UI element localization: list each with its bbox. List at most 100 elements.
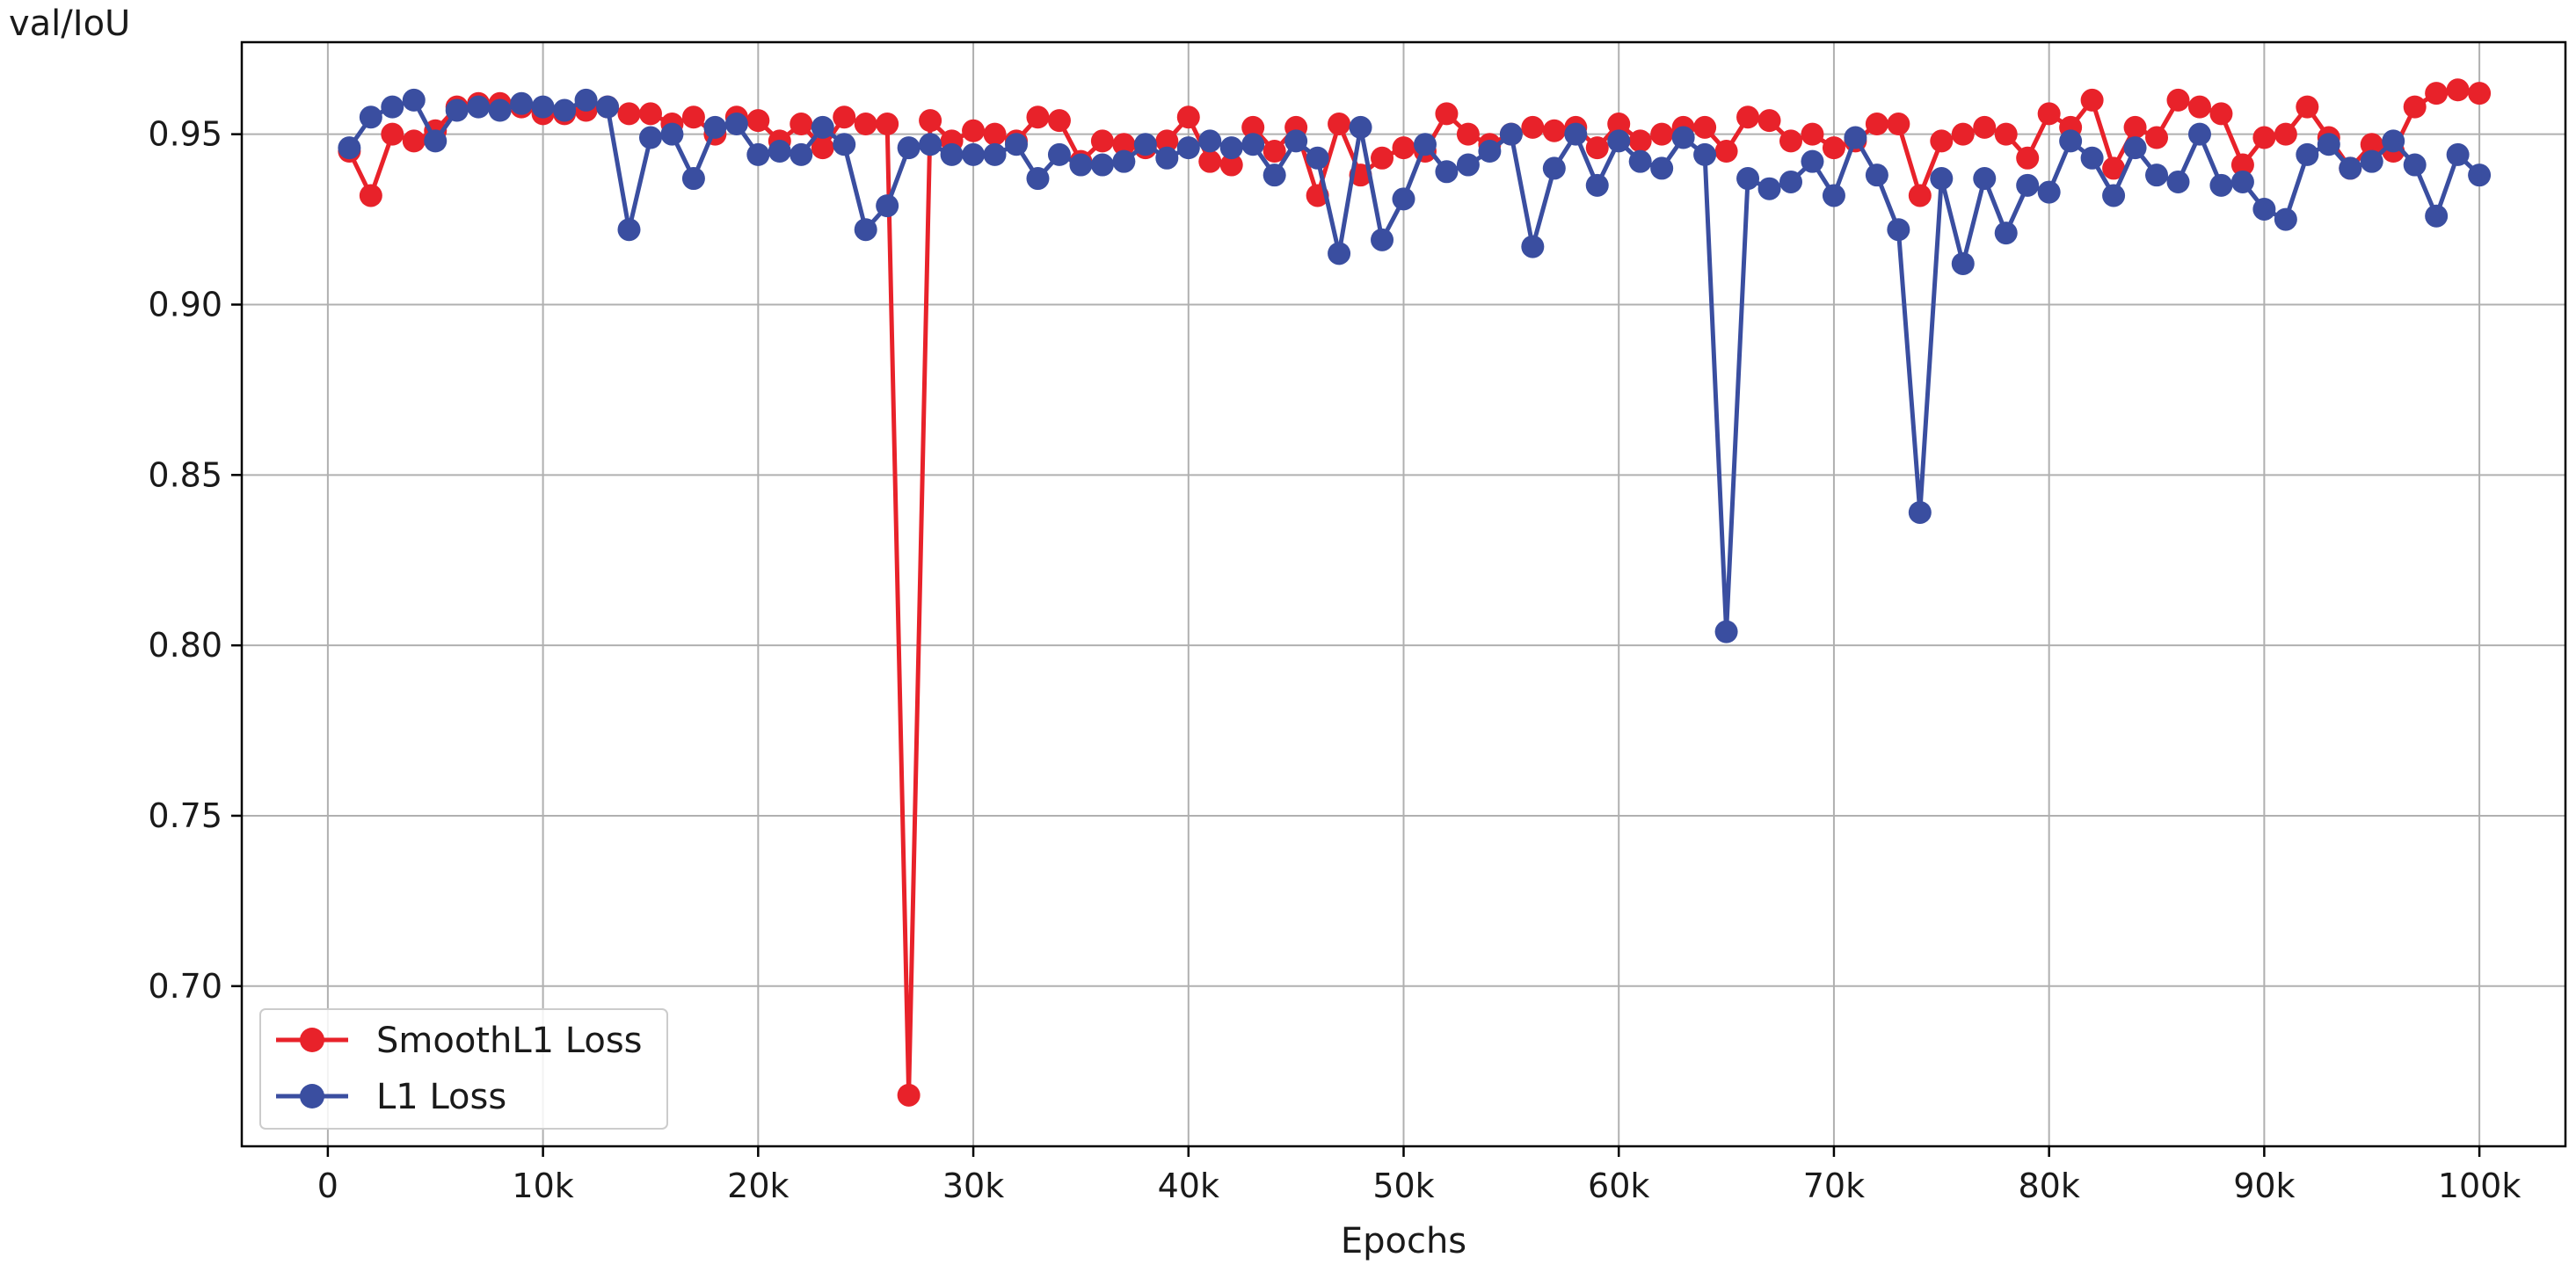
- data-point-l1: [2187, 122, 2211, 146]
- data-point-l1: [2016, 173, 2040, 197]
- data-point-smoothl1: [2145, 126, 2169, 149]
- x-tick-label: 50k: [1372, 1167, 1434, 1205]
- data-point-l1: [1133, 133, 1157, 156]
- data-point-l1: [1456, 153, 1480, 177]
- data-point-l1: [768, 140, 791, 164]
- data-point-l1: [574, 88, 598, 112]
- data-point-l1: [1413, 133, 1437, 156]
- data-point-l1: [2209, 173, 2233, 197]
- x-axis-label: Epochs: [1341, 1221, 1466, 1261]
- data-point-smoothl1: [2123, 115, 2147, 139]
- data-point-l1: [1155, 146, 1179, 170]
- data-point-l1: [1198, 129, 1222, 153]
- data-point-l1: [660, 122, 684, 146]
- data-point-smoothl1: [1219, 153, 1243, 177]
- data-point-smoothl1: [1930, 129, 1954, 153]
- series-l1: [338, 88, 2492, 643]
- data-point-smoothl1: [1392, 136, 1415, 160]
- data-point-l1: [1714, 620, 1738, 643]
- data-point-smoothl1: [2274, 122, 2297, 146]
- legend-entry-smoothl1: SmoothL1 Loss: [276, 1021, 643, 1061]
- y-tick-label: 0.90: [148, 285, 222, 323]
- data-point-l1: [2230, 170, 2254, 193]
- data-point-l1: [2360, 149, 2383, 173]
- data-point-l1: [2274, 207, 2297, 231]
- data-point-smoothl1: [1693, 115, 1717, 139]
- data-point-smoothl1: [1090, 129, 1114, 153]
- legend-marker-l1: [300, 1084, 324, 1108]
- x-tick-label: 80k: [2018, 1167, 2079, 1205]
- data-point-l1: [1263, 164, 1286, 187]
- data-point-l1: [1371, 228, 1394, 251]
- data-point-smoothl1: [1198, 149, 1222, 173]
- data-point-smoothl1: [1908, 184, 1932, 207]
- data-point-l1: [983, 142, 1007, 166]
- x-tick-label: 70k: [1803, 1167, 1865, 1205]
- data-point-smoothl1: [2468, 82, 2492, 105]
- data-point-smoothl1: [1176, 105, 1200, 129]
- data-point-l1: [2446, 142, 2470, 166]
- data-point-smoothl1: [1757, 109, 1781, 133]
- data-point-l1: [1328, 242, 1351, 265]
- data-point-smoothl1: [402, 129, 426, 153]
- data-point-l1: [488, 98, 512, 122]
- data-point-l1: [1628, 149, 1652, 173]
- data-point-smoothl1: [2252, 126, 2276, 149]
- data-point-smoothl1: [617, 102, 641, 126]
- data-point-l1: [1973, 167, 1997, 191]
- data-point-smoothl1: [1650, 122, 1674, 146]
- legend-label-smoothl1: SmoothL1 Loss: [376, 1021, 643, 1061]
- data-point-l1: [1478, 140, 1502, 164]
- data-point-smoothl1: [2166, 88, 2190, 112]
- data-point-l1: [1047, 142, 1071, 166]
- data-point-l1: [1757, 177, 1781, 200]
- data-point-l1: [1844, 126, 1867, 149]
- data-point-smoothl1: [1822, 136, 1845, 160]
- data-point-smoothl1: [1585, 136, 1609, 160]
- data-point-l1: [811, 115, 834, 139]
- data-point-l1: [962, 142, 986, 166]
- data-point-l1: [510, 91, 534, 115]
- data-point-smoothl1: [1456, 122, 1480, 146]
- data-point-l1: [338, 136, 361, 160]
- data-point-l1: [1908, 500, 1932, 524]
- data-point-l1: [2296, 142, 2319, 166]
- data-point-smoothl1: [2209, 102, 2233, 126]
- data-point-smoothl1: [2425, 82, 2449, 105]
- data-point-l1: [1801, 149, 1824, 173]
- data-point-smoothl1: [897, 1083, 921, 1107]
- data-point-l1: [1585, 173, 1609, 197]
- legend-marker-smoothl1: [300, 1028, 324, 1052]
- data-point-l1: [2102, 184, 2126, 207]
- axis-ticks: 0 10k 20k 30k 40k 50k 60k 70k 80k 90k 100k 0.70 0.75…: [148, 115, 2521, 1205]
- data-point-smoothl1: [2080, 88, 2104, 112]
- y-tick-label: 0.85: [148, 455, 222, 494]
- data-point-smoothl1: [1951, 122, 1975, 146]
- data-point-smoothl1: [1047, 109, 1071, 133]
- data-point-smoothl1: [854, 113, 877, 136]
- data-point-l1: [445, 98, 469, 122]
- data-point-smoothl1: [919, 109, 942, 133]
- y-tick-label: 0.70: [148, 967, 222, 1006]
- legend-label-l1: L1 Loss: [376, 1077, 506, 1117]
- data-point-smoothl1: [1241, 115, 1265, 139]
- data-point-l1: [940, 142, 964, 166]
- data-point-l1: [746, 142, 770, 166]
- data-point-l1: [2080, 146, 2104, 170]
- series-line-l1: [347, 98, 2481, 635]
- data-point-l1: [724, 113, 748, 136]
- data-point-smoothl1: [1607, 113, 1631, 136]
- data-point-smoothl1: [1973, 115, 1997, 139]
- data-point-l1: [919, 133, 942, 156]
- x-tick-label: 90k: [2233, 1167, 2295, 1205]
- data-point-l1: [402, 88, 426, 112]
- data-point-l1: [2403, 153, 2427, 177]
- data-point-l1: [531, 95, 555, 119]
- data-point-l1: [381, 95, 404, 119]
- data-point-l1: [553, 98, 577, 122]
- data-point-l1: [1951, 251, 1975, 275]
- data-point-l1: [2037, 180, 2061, 204]
- data-point-smoothl1: [983, 122, 1007, 146]
- data-point-smoothl1: [1865, 113, 1888, 136]
